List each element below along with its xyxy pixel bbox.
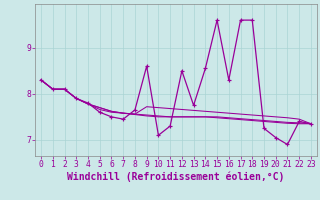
X-axis label: Windchill (Refroidissement éolien,°C): Windchill (Refroidissement éolien,°C) (67, 172, 285, 182)
